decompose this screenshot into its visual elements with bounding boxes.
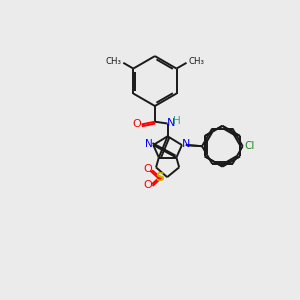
Text: O: O — [143, 180, 152, 190]
Text: CH₃: CH₃ — [188, 57, 204, 66]
Text: O: O — [143, 164, 152, 174]
Text: N: N — [146, 139, 153, 148]
Text: N: N — [167, 118, 175, 128]
Text: S: S — [155, 171, 164, 184]
Text: H: H — [173, 116, 181, 126]
Text: CH₃: CH₃ — [105, 57, 122, 66]
Text: O: O — [132, 119, 141, 130]
Text: N: N — [182, 139, 190, 148]
Text: Cl: Cl — [244, 141, 255, 151]
